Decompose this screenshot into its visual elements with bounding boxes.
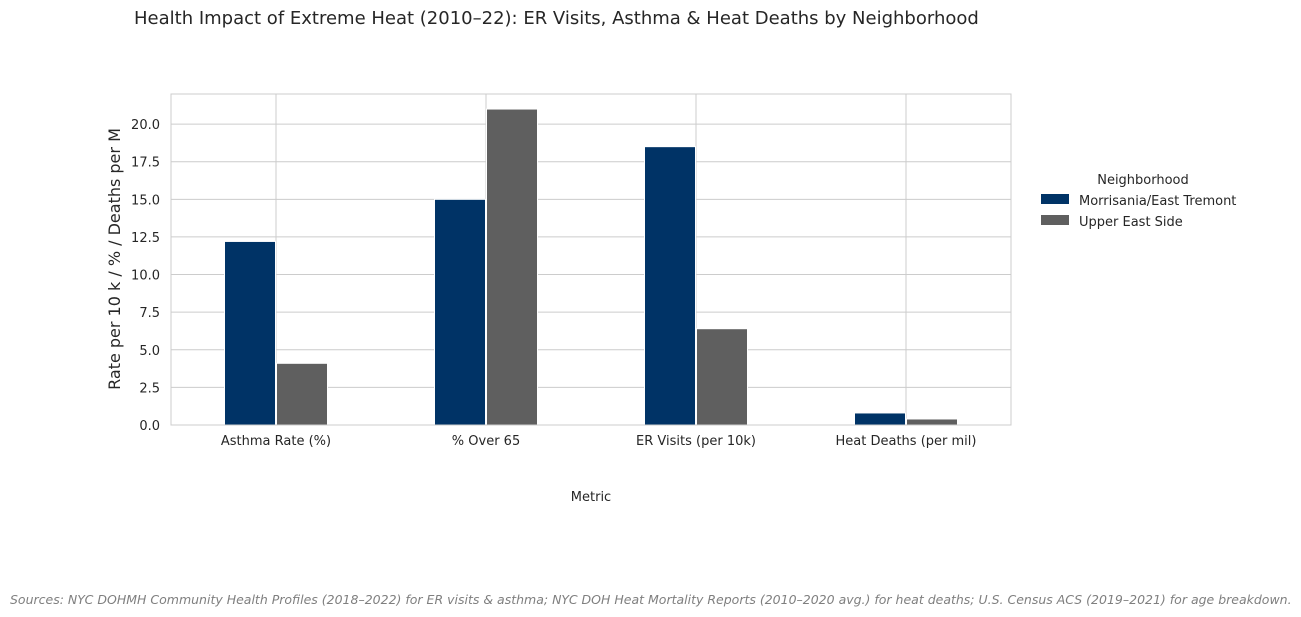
legend: Neighborhood Morrisania/East Tremont Upp… xyxy=(1041,173,1236,230)
y-tick-label: 7.5 xyxy=(139,306,160,321)
x-tick-label: Heat Deaths (per mil) xyxy=(836,434,977,449)
legend-title: Neighborhood xyxy=(1097,173,1189,188)
y-tick-labels: 0.0 2.5 5.0 7.5 10.0 12.5 15.0 17.5 20.0 xyxy=(131,118,160,434)
y-tick-label: 2.5 xyxy=(139,381,160,396)
x-axis-label: Metric xyxy=(571,490,611,505)
legend-swatch-upper-east-side xyxy=(1041,215,1069,225)
y-tick-label: 15.0 xyxy=(131,193,160,208)
bar-morrisania-3 xyxy=(854,412,906,426)
bar-morrisania-2 xyxy=(644,146,696,426)
bar-upper-east-side-3 xyxy=(906,418,958,426)
bar-morrisania-0 xyxy=(224,240,276,426)
chart-title: Health Impact of Extreme Heat (2010–22):… xyxy=(134,8,979,29)
y-tick-label: 17.5 xyxy=(131,156,160,171)
legend-label-upper-east-side: Upper East Side xyxy=(1079,215,1183,230)
x-tick-label: % Over 65 xyxy=(452,434,520,449)
bar-morrisania-1 xyxy=(434,198,486,426)
plot-frame xyxy=(170,93,1012,426)
bar-upper-east-side-1 xyxy=(486,108,538,426)
bar-upper-east-side-0 xyxy=(276,362,328,426)
y-tick-label: 0.0 xyxy=(139,419,160,434)
y-tick-label: 12.5 xyxy=(131,231,160,246)
y-tick-label: 20.0 xyxy=(131,118,160,133)
legend-label-morrisania: Morrisania/East Tremont xyxy=(1079,194,1236,209)
bars xyxy=(224,108,958,426)
plot-border xyxy=(170,93,1012,426)
x-tick-labels: Asthma Rate (%) % Over 65 ER Visits (per 1… xyxy=(221,434,977,449)
bar-upper-east-side-2 xyxy=(696,328,748,426)
legend-swatch-morrisania xyxy=(1041,194,1069,204)
y-tick-label: 5.0 xyxy=(139,344,160,359)
y-tick-label: 10.0 xyxy=(131,269,160,284)
x-tick-label: Asthma Rate (%) xyxy=(221,434,331,449)
x-tick-label: ER Visits (per 10k) xyxy=(636,434,756,449)
y-axis-label: Rate per 10 k / % / Deaths per M xyxy=(105,128,124,390)
source-note: Sources: NYC DOHMH Community Health Prof… xyxy=(10,592,1292,607)
